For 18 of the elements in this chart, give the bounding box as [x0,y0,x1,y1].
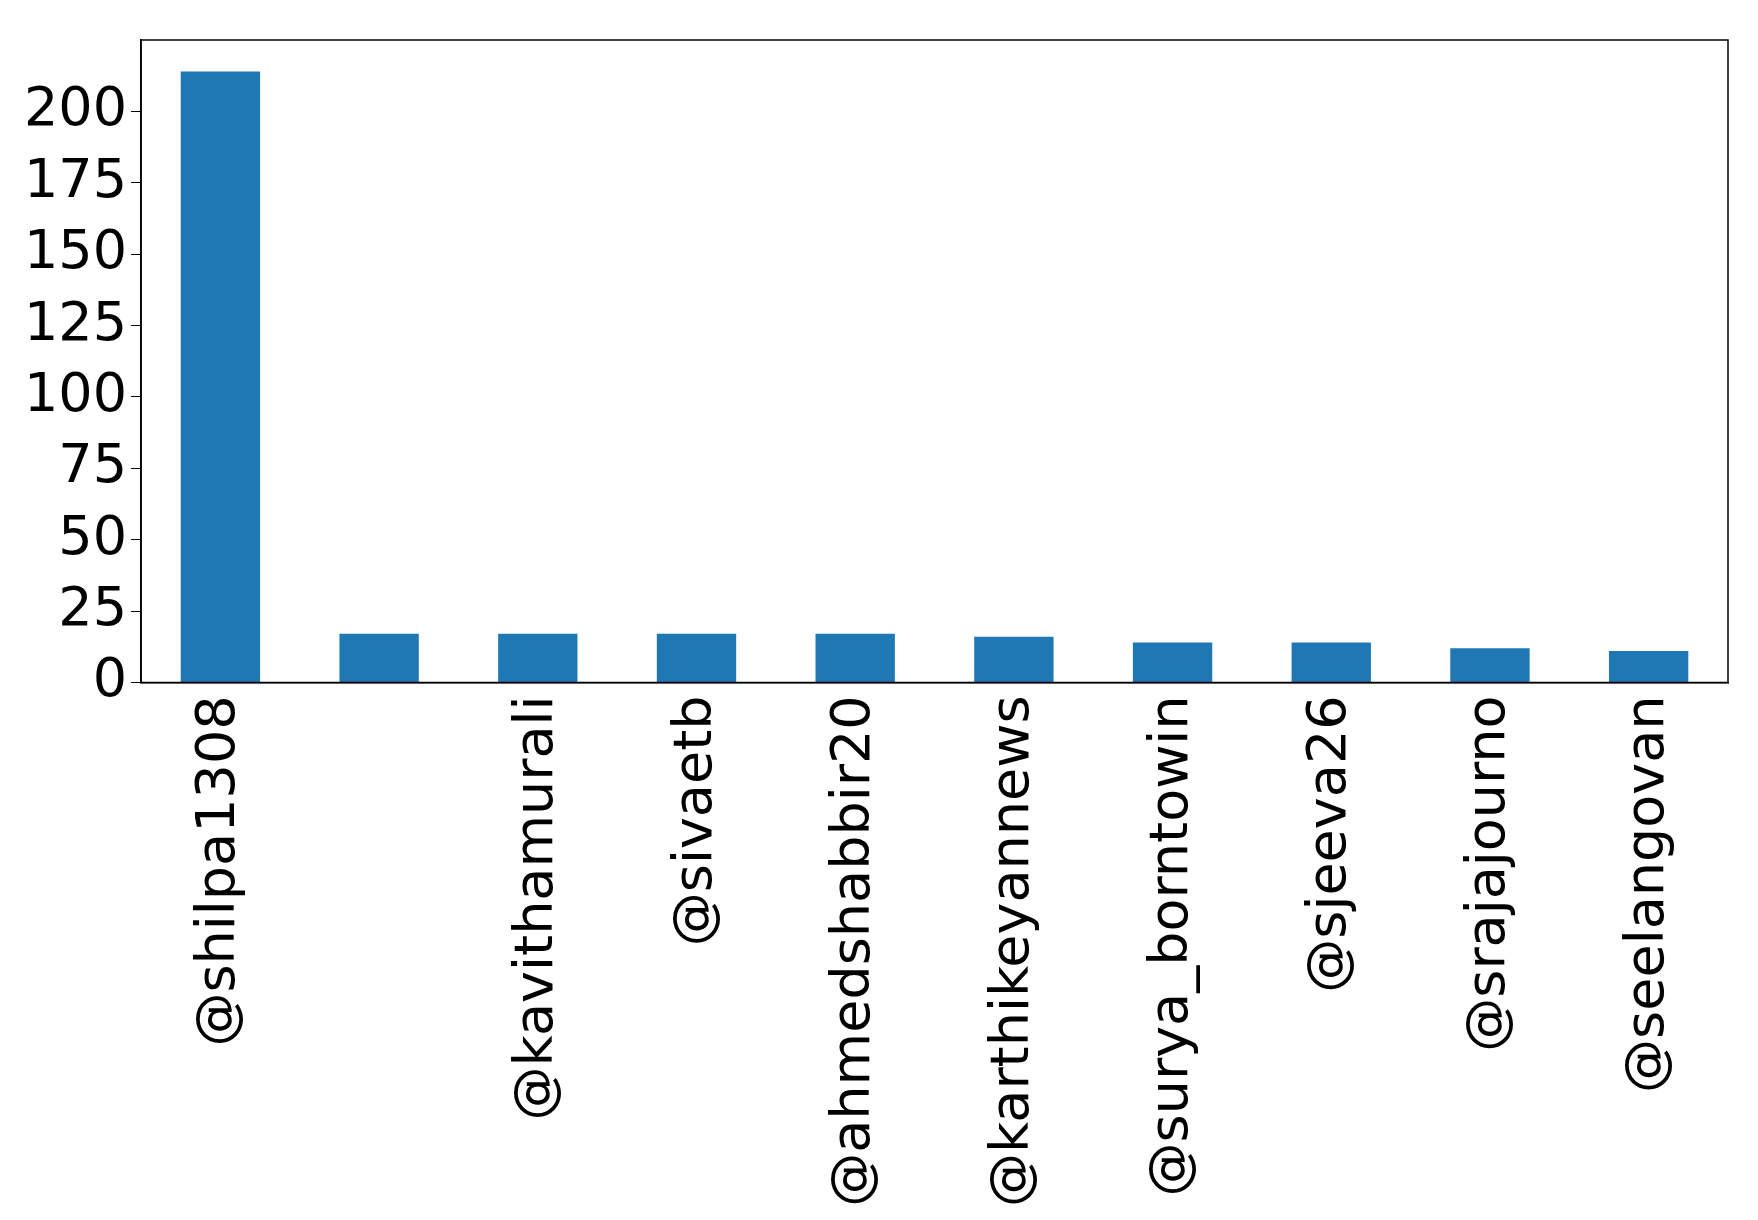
x-tick-label: @shilpa1308 [184,695,248,1047]
x-tick-label: @karthikeyannews [977,695,1041,1208]
x-tick-label: @ahmedshabbir20 [819,695,883,1207]
x-tick-label: @sjeeva26 [1295,695,1359,993]
y-tick-label: 75 [58,432,128,496]
y-tick-label: 100 [23,360,128,424]
y-tick-label: 175 [23,146,128,210]
y-tick-label: 25 [58,575,128,639]
y-tick-label: 0 [92,646,128,710]
y-tick-label: 150 [23,218,128,282]
x-tick-label: @sivaetb [660,695,724,947]
y-tick-label: 200 [23,75,128,139]
y-tick-label: 125 [23,289,128,353]
y-tick-label: 50 [58,503,128,567]
x-tick-label: @kavithamurali [501,695,565,1121]
x-tick-label: @seelangovan [1612,695,1676,1093]
x-tick-label: @surya_borntowin [1136,695,1200,1197]
x-tick-label: @srajajourno [1453,695,1517,1052]
